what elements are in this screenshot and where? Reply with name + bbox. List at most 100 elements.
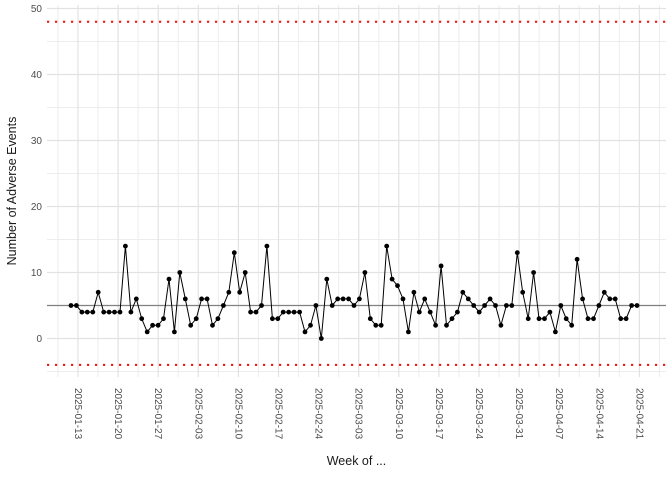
data-point [520,289,526,295]
data-point [123,243,128,249]
data-point [384,243,390,249]
data-point [601,289,607,295]
x-axis-tick-label: 2025-04-07 [553,388,564,440]
data-point [449,316,455,322]
data-point [509,303,515,308]
x-axis-tick-label: 2025-03-24 [473,388,484,440]
data-point [612,296,618,302]
y-axis-tick-label: 10 [31,268,43,279]
x-axis-tick-labels: 2025-01-13 2025-01-20 2025-01-27 2025-02-03… [72,388,644,440]
data-point [558,303,564,308]
data-point [177,270,183,275]
data-point [150,322,156,328]
x-axis-tick-label: 2025-03-03 [353,388,364,440]
data-point [286,309,292,315]
data-point [569,322,575,328]
data-point [280,309,286,315]
data-point [580,296,585,302]
y-axis-tick-label: 0 [36,334,42,345]
data-point [406,329,411,335]
data-point [193,316,199,322]
data-point [591,316,596,322]
data-point [237,289,243,295]
data-point [471,303,477,308]
x-axis-tick-label: 2025-03-31 [513,388,524,440]
data-point [400,296,406,302]
data-point [182,296,188,302]
data-point [335,296,341,302]
data-point [242,270,248,275]
data-point [585,316,591,322]
data-point [596,303,602,308]
data-point [563,316,569,322]
data-point [367,316,373,322]
data-point [514,250,520,256]
data-point [416,309,422,315]
data-point [623,316,629,322]
data-point [139,316,145,322]
data-point [112,309,117,315]
data-point [411,289,417,295]
y-axis-tick-labels: 0 10 20 30 40 50 [31,4,43,345]
data-point [204,296,210,302]
data-point [226,289,232,295]
panel-grid-major [47,5,666,377]
x-axis-tick-label: 2025-02-10 [232,388,243,440]
x-axis-tick-label: 2025-02-24 [313,388,324,440]
panel-grid-minor [47,5,666,377]
x-axis-tick-label: 2025-02-03 [192,388,203,440]
data-point [427,309,433,315]
data-point [395,283,400,289]
data-point [264,243,270,249]
data-point [324,276,330,282]
data-point [346,296,351,302]
data-point [504,303,509,308]
data-point [74,303,79,308]
data-point [536,316,542,322]
data-point [465,296,471,302]
data-point [308,322,313,328]
data-point [221,303,226,308]
data-point [318,336,324,341]
data-point [525,316,531,322]
x-axis-tick-label: 2025-01-27 [152,388,163,440]
data-point [291,309,297,315]
data-point [542,316,547,322]
data-point [188,322,194,328]
data-point [340,296,346,302]
data-point [101,309,107,315]
data-point [133,296,139,302]
data-point [574,256,580,262]
data-point [172,329,177,335]
x-axis-tick-label: 2025-04-21 [633,388,644,440]
x-axis-title: Week of ... [327,454,387,468]
data-point [117,309,123,315]
x-axis-tick-label: 2025-03-10 [393,388,404,440]
data-point [455,309,460,315]
data-point [460,289,466,295]
data-point [444,322,449,328]
data-point [487,296,493,302]
data-point [90,309,96,315]
data-point [68,303,74,308]
x-axis-tick-label: 2025-03-17 [433,388,444,440]
data-point [618,316,624,322]
data-point [329,303,335,308]
data-point [231,250,237,256]
y-axis-tick-label: 30 [31,136,43,147]
data-point [531,270,536,275]
y-axis-title: Number of Adverse Events [5,117,19,266]
data-point [275,316,281,322]
y-axis-tick-label: 40 [31,70,43,81]
y-axis-tick-label: 50 [31,4,43,15]
data-point [634,303,640,308]
data-point [482,303,487,308]
data-point [493,303,498,308]
data-point [629,303,634,308]
data-point [95,289,101,295]
data-point [389,276,395,282]
data-point [422,296,428,302]
data-point [215,316,221,322]
data-point [144,329,150,335]
